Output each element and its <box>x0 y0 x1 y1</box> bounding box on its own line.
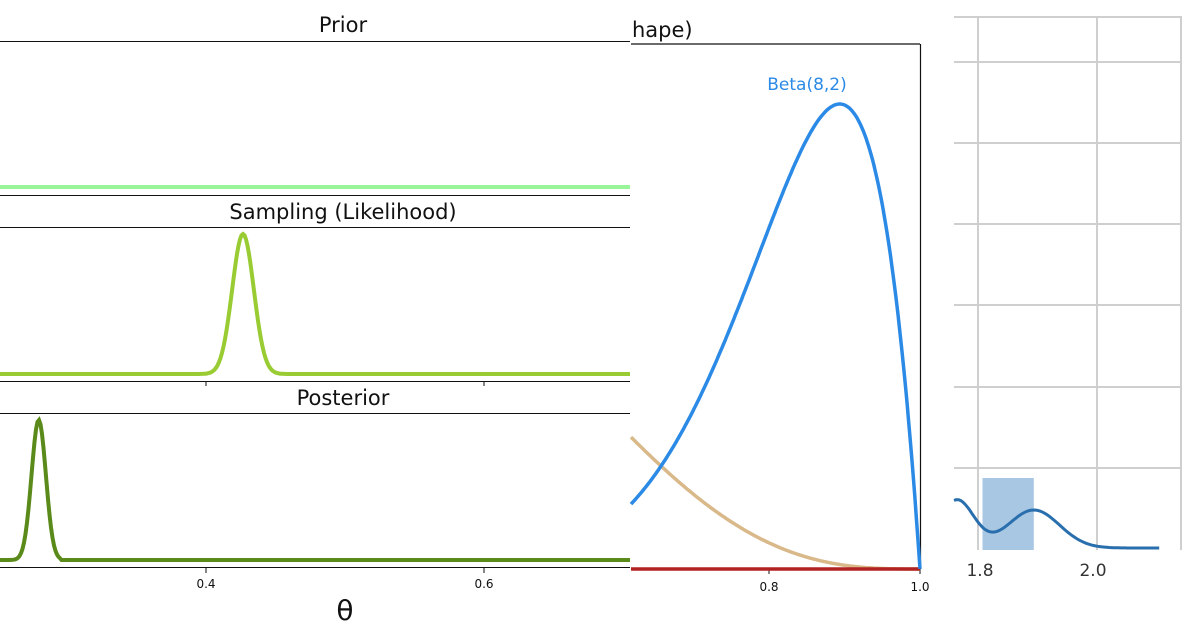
left-figure: Prior Sampling (Likelihood) Posterior 0.… <box>0 13 630 627</box>
panel-title-posterior: Posterior <box>297 386 390 410</box>
beta-8-2-label: Beta(8,2) <box>767 75 847 95</box>
x-tick-label-0.4: 0.4 <box>196 577 215 591</box>
right-x-tick-label-1.8: 1.8 <box>966 561 993 581</box>
histogram-bar <box>982 478 1034 550</box>
right-x-tick-label-2.0: 2.0 <box>1079 561 1106 581</box>
panel-title-prior: Prior <box>319 13 368 37</box>
x-tick-label-0.6: 0.6 <box>474 577 493 591</box>
middle-background <box>631 0 946 630</box>
middle-x-tick-label-0.8: 0.8 <box>759 580 778 594</box>
right-figure: 1.8 2.0 <box>953 16 1182 581</box>
middle-figure: hape) Beta(8,2) 0.8 1.0 <box>629 0 946 630</box>
posterior-curve <box>0 416 630 562</box>
beta-curve-blue <box>629 102 922 570</box>
x-axis-label: θ <box>336 594 353 627</box>
density-curve <box>953 498 1160 550</box>
right-grid <box>954 16 1182 550</box>
middle-title-fragment: hape) <box>632 18 693 42</box>
panel-title-sampling: Sampling (Likelihood) <box>229 200 456 224</box>
sampling-curve <box>0 231 630 376</box>
middle-x-tick-label-1.0: 1.0 <box>910 580 929 594</box>
